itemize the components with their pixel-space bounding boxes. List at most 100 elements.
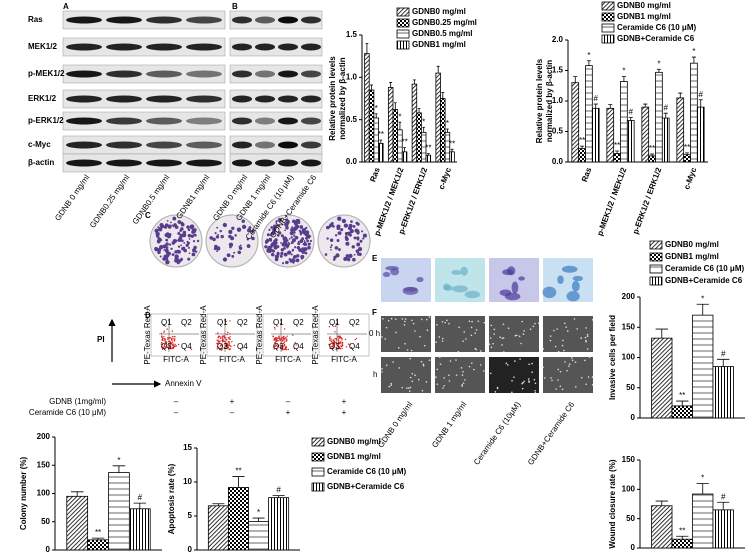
- colony: [174, 225, 179, 230]
- event: [223, 335, 226, 337]
- quadrant-label: Q3: [217, 342, 228, 351]
- event: [273, 348, 275, 350]
- wound-cell: [570, 357, 573, 359]
- y-tick-label: 1.5: [552, 66, 564, 75]
- y-axis-label: Colony number (%): [19, 457, 28, 531]
- event: [218, 340, 220, 343]
- colony: [309, 235, 312, 238]
- colony: [294, 224, 300, 229]
- wound-cell: [538, 322, 540, 325]
- blot-band: [106, 70, 142, 78]
- event: [341, 339, 343, 341]
- legend-label: Ceramide C6 (10 μM): [327, 467, 406, 476]
- significance: **: [95, 528, 101, 537]
- wound-cell: [409, 376, 412, 379]
- wound-cell: [591, 383, 594, 386]
- colony: [216, 250, 218, 253]
- colony: [358, 247, 363, 252]
- wound-cell: [563, 349, 565, 352]
- significance: #: [594, 94, 599, 103]
- error-bar: [643, 103, 648, 108]
- event: [344, 338, 347, 341]
- error-bar: [615, 150, 620, 154]
- quadrant-label: Q2: [181, 318, 192, 327]
- significance: **: [235, 467, 241, 476]
- x-tick-label: p-ERK1/2 / ERK1/2: [631, 166, 664, 236]
- blot-band: [186, 141, 222, 149]
- colony: [231, 237, 234, 240]
- significance: *: [117, 456, 120, 465]
- event: [333, 343, 336, 345]
- blot-band: [186, 43, 222, 51]
- blot-band: [66, 16, 102, 24]
- wound-cell: [444, 321, 446, 324]
- bar: [620, 81, 628, 163]
- error-bar: [573, 76, 578, 83]
- wound-cell: [559, 385, 562, 388]
- colony: [180, 258, 183, 261]
- significance: **: [679, 391, 685, 400]
- wound-cell: [566, 330, 569, 332]
- wound-cell: [549, 339, 552, 342]
- wound-cell: [439, 363, 442, 365]
- event: [162, 324, 165, 326]
- colony: [154, 246, 158, 251]
- bar: [440, 98, 446, 163]
- error-bar: [212, 503, 225, 506]
- colony: [167, 224, 172, 229]
- wound-cell: [410, 349, 413, 352]
- event: [336, 347, 338, 349]
- colony: [154, 228, 159, 233]
- wound-cell: [448, 380, 451, 382]
- blot-band: [232, 159, 252, 167]
- event: [216, 339, 218, 341]
- colony: [347, 257, 351, 262]
- event: [242, 347, 244, 349]
- blot-strip: [62, 64, 226, 84]
- significance: **: [449, 139, 455, 148]
- wound-lane-label: GDNB 0 mg/ml: [376, 400, 414, 449]
- colony: [287, 250, 292, 255]
- event: [275, 338, 277, 340]
- event: [336, 323, 338, 325]
- event: [228, 343, 231, 345]
- error-bar: [112, 465, 126, 473]
- colony: [192, 229, 196, 234]
- bar: [648, 155, 656, 163]
- event: [330, 346, 332, 348]
- event: [225, 347, 227, 350]
- wound-cell: [422, 363, 425, 366]
- significance: *: [398, 112, 401, 121]
- wound-cell: [470, 326, 473, 329]
- event: [339, 337, 341, 340]
- wound-cell: [573, 318, 576, 320]
- event: [219, 337, 222, 340]
- event: [174, 335, 176, 338]
- annexin-label: Annexin V: [165, 379, 202, 388]
- significance: #: [276, 486, 281, 495]
- colony: [329, 246, 332, 249]
- event: [160, 332, 163, 335]
- error-bar: [370, 84, 373, 91]
- colony: [285, 218, 289, 221]
- colony: [341, 218, 347, 224]
- bar: [676, 97, 685, 163]
- colony: [291, 248, 295, 252]
- event: [283, 328, 286, 330]
- event: [272, 336, 274, 338]
- colony: [165, 238, 169, 242]
- wound-cell: [585, 339, 587, 342]
- wound-cell: [501, 337, 504, 340]
- wound-cell: [588, 356, 591, 358]
- event: [275, 344, 277, 347]
- bar: [416, 112, 422, 163]
- wound-cell: [474, 347, 477, 350]
- flow-x-axis: FITC-A: [275, 355, 301, 364]
- event: [226, 346, 229, 349]
- bar: [671, 405, 693, 419]
- blot-band: [146, 16, 182, 24]
- event: [276, 346, 279, 348]
- y-tick-label: 15: [183, 443, 192, 452]
- wound-cell: [580, 376, 583, 379]
- colony: [214, 232, 217, 235]
